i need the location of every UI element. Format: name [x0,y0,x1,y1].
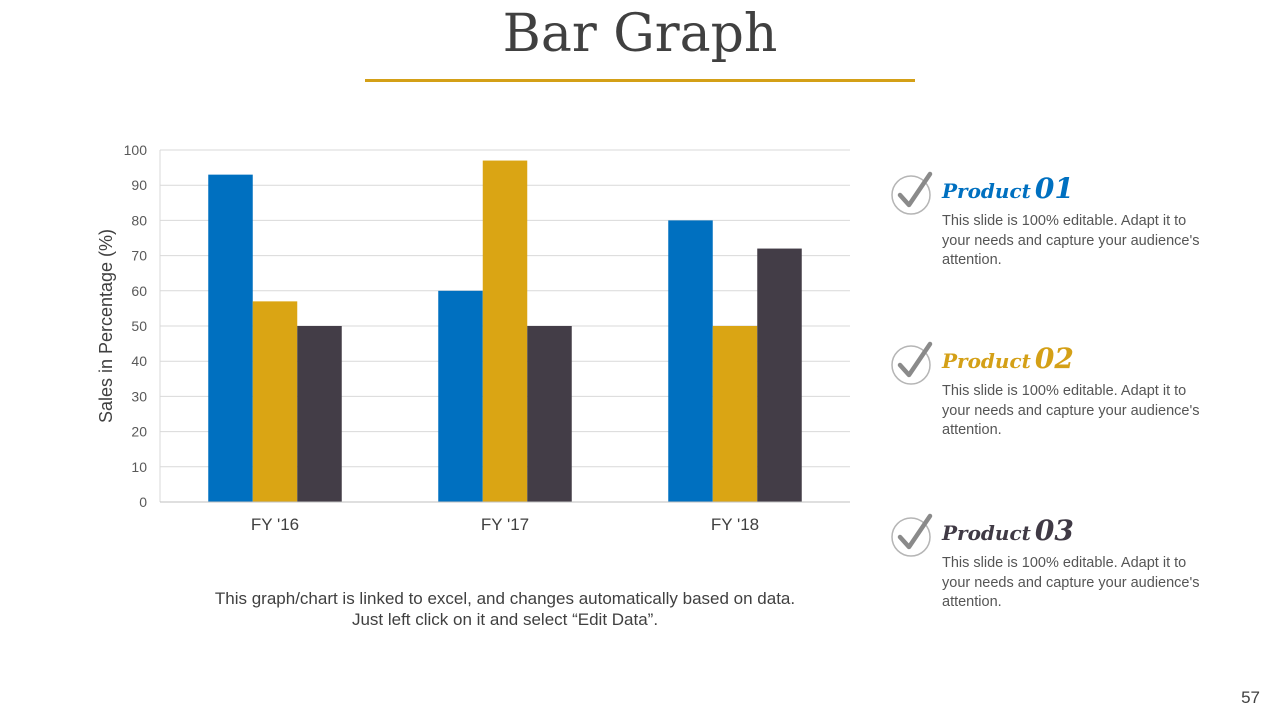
product-01-title: Product 01 [942,172,1074,205]
checkmark-circle-icon [891,171,933,215]
bar [252,301,298,502]
product-01-description: This slide is 100% editable. Adapt it to… [942,213,1200,268]
y-tick-label: 70 [131,248,147,264]
bar [297,326,342,502]
checkmark-circle-icon [891,513,933,557]
y-tick-label: 10 [131,459,147,475]
bar [757,248,802,502]
y-tick-label: 90 [131,177,147,193]
product-02-number: 02 [1034,342,1074,375]
y-tick-label: 30 [131,388,147,404]
y-tick-label: 80 [131,212,147,228]
chart-caption: This graph/chart is linked to excel, and… [214,589,796,629]
bar [482,160,528,502]
bar [208,174,253,502]
bar [438,290,483,502]
product-02-label: Product [942,349,1031,373]
bar [527,326,572,502]
product-03-label: Product [942,521,1031,545]
y-tick-label: 100 [124,142,148,158]
title-underline [365,79,915,82]
y-tick-label: 60 [131,283,147,299]
product-03-title: Product 03 [942,514,1074,547]
checkmark-circle-icon [891,341,933,385]
product-03-description: This slide is 100% editable. Adapt it to… [942,555,1200,610]
x-tick-label: FY '17 [481,515,529,534]
product-01-number: 01 [1034,172,1074,205]
product-01-label: Product [942,179,1031,203]
bar [668,220,713,502]
y-tick-label: 20 [131,424,147,440]
product-03-number: 03 [1034,514,1074,547]
x-tick-label: FY '16 [251,515,299,534]
product-02-title: Product 02 [942,342,1074,375]
x-tick-label: FY '18 [711,515,759,534]
y-tick-label: 50 [131,318,147,334]
bar [712,326,758,502]
y-tick-label: 40 [131,353,147,369]
page-number: 57 [1241,688,1260,707]
slide-title: Bar Graph [502,4,778,64]
y-tick-label: 0 [139,494,147,510]
product-02-description: This slide is 100% editable. Adapt it to… [942,383,1200,438]
y-axis-title: Sales in Percentage (%) [96,229,116,423]
